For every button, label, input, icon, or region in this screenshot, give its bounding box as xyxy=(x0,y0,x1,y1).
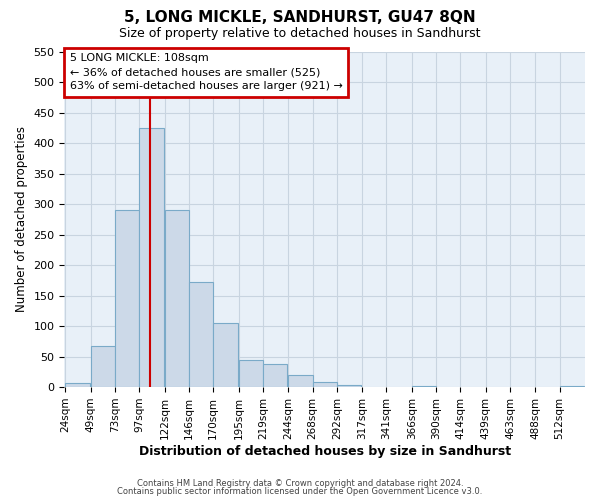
Bar xyxy=(189,282,213,387)
Bar xyxy=(560,386,584,387)
X-axis label: Distribution of detached houses by size in Sandhurst: Distribution of detached houses by size … xyxy=(139,444,511,458)
Bar xyxy=(139,128,164,387)
Bar xyxy=(164,210,189,387)
Bar xyxy=(412,386,436,387)
Text: 5, LONG MICKLE, SANDHURST, GU47 8QN: 5, LONG MICKLE, SANDHURST, GU47 8QN xyxy=(124,10,476,25)
Bar xyxy=(288,375,313,387)
Bar xyxy=(313,382,337,387)
Text: Contains HM Land Registry data © Crown copyright and database right 2024.: Contains HM Land Registry data © Crown c… xyxy=(137,478,463,488)
Bar xyxy=(263,364,287,387)
Bar xyxy=(91,346,115,387)
Bar xyxy=(337,386,361,387)
Bar xyxy=(115,210,139,387)
Text: Size of property relative to detached houses in Sandhurst: Size of property relative to detached ho… xyxy=(119,28,481,40)
Bar xyxy=(213,323,238,387)
Text: Contains public sector information licensed under the Open Government Licence v3: Contains public sector information licen… xyxy=(118,487,482,496)
Bar xyxy=(65,383,90,387)
Bar xyxy=(239,360,263,387)
Text: 5 LONG MICKLE: 108sqm
← 36% of detached houses are smaller (525)
63% of semi-det: 5 LONG MICKLE: 108sqm ← 36% of detached … xyxy=(70,53,343,91)
Y-axis label: Number of detached properties: Number of detached properties xyxy=(15,126,28,312)
